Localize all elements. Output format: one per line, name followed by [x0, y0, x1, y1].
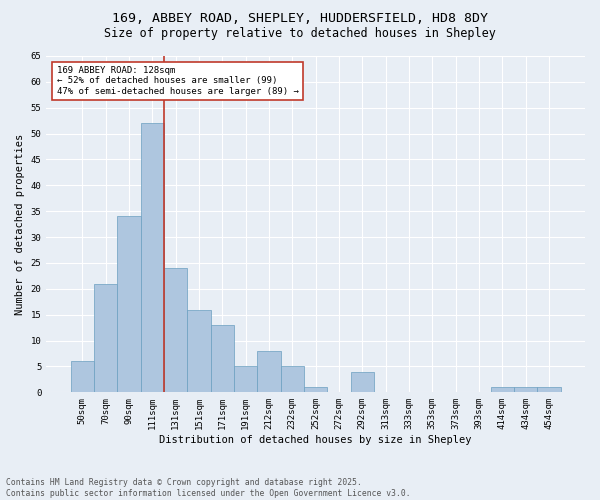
Text: Size of property relative to detached houses in Shepley: Size of property relative to detached ho… [104, 28, 496, 40]
Bar [491, 387, 514, 392]
Bar [164, 268, 187, 392]
Bar [514, 387, 537, 392]
Bar [211, 325, 234, 392]
Bar [537, 387, 560, 392]
Bar [257, 351, 281, 393]
Bar [71, 362, 94, 392]
Bar [118, 216, 140, 392]
X-axis label: Distribution of detached houses by size in Shepley: Distribution of detached houses by size … [160, 435, 472, 445]
Text: 169 ABBEY ROAD: 128sqm
← 52% of detached houses are smaller (99)
47% of semi-det: 169 ABBEY ROAD: 128sqm ← 52% of detached… [57, 66, 299, 96]
Bar [234, 366, 257, 392]
Y-axis label: Number of detached properties: Number of detached properties [15, 134, 25, 315]
Bar [94, 284, 118, 393]
Bar [140, 124, 164, 392]
Bar [304, 387, 327, 392]
Text: 169, ABBEY ROAD, SHEPLEY, HUDDERSFIELD, HD8 8DY: 169, ABBEY ROAD, SHEPLEY, HUDDERSFIELD, … [112, 12, 488, 26]
Bar [281, 366, 304, 392]
Bar [350, 372, 374, 392]
Bar [187, 310, 211, 392]
Text: Contains HM Land Registry data © Crown copyright and database right 2025.
Contai: Contains HM Land Registry data © Crown c… [6, 478, 410, 498]
